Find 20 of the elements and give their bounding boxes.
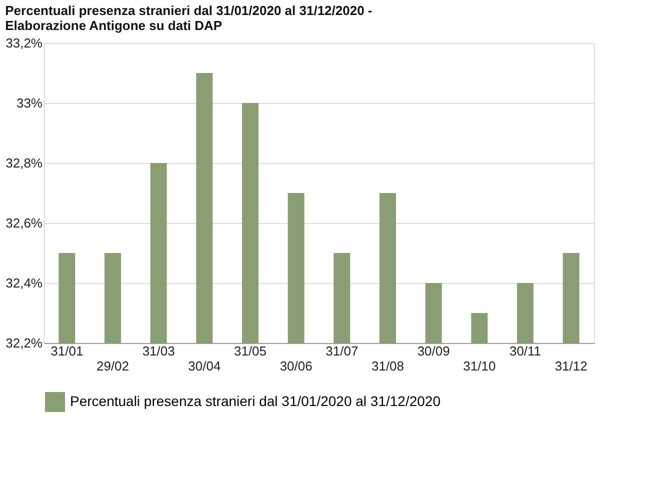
x-tick-label: 31/05 [234, 344, 267, 358]
x-tick-label: 31/07 [326, 344, 358, 358]
x-tick-label: 30/09 [417, 344, 450, 358]
y-tick-label: 32,2% [6, 336, 43, 350]
x-tick-label: 31/10 [463, 358, 496, 374]
y-tick-label: 32,6% [6, 216, 43, 230]
y-tick-label: 32,4% [6, 276, 43, 290]
x-tick-label: 31/03 [142, 344, 175, 358]
x-tick-label: 31/08 [371, 358, 404, 374]
legend-label: Percentuali presenza stranieri dal 31/01/2020 al 31/12/2020 [70, 393, 441, 409]
x-tick-label: 29/02 [96, 358, 130, 374]
x-tick-label: 31/01 [50, 344, 84, 358]
x-tick-label: 30/11 [509, 344, 542, 358]
y-tick-label: 33,2% [6, 36, 43, 50]
x-tick-label: 31/12 [554, 358, 588, 374]
y-tick-label: 33% [16, 96, 43, 110]
x-tick-label: 30/06 [280, 358, 312, 374]
chart-title: Percentuali presenza stranieri dal 31/01/2020 al 31/12/2020 - Elaborazione Antigone su dati DAP [5, 3, 372, 33]
x-tick-label: 30/04 [188, 358, 221, 374]
y-tick-label: 32,8% [6, 156, 43, 170]
